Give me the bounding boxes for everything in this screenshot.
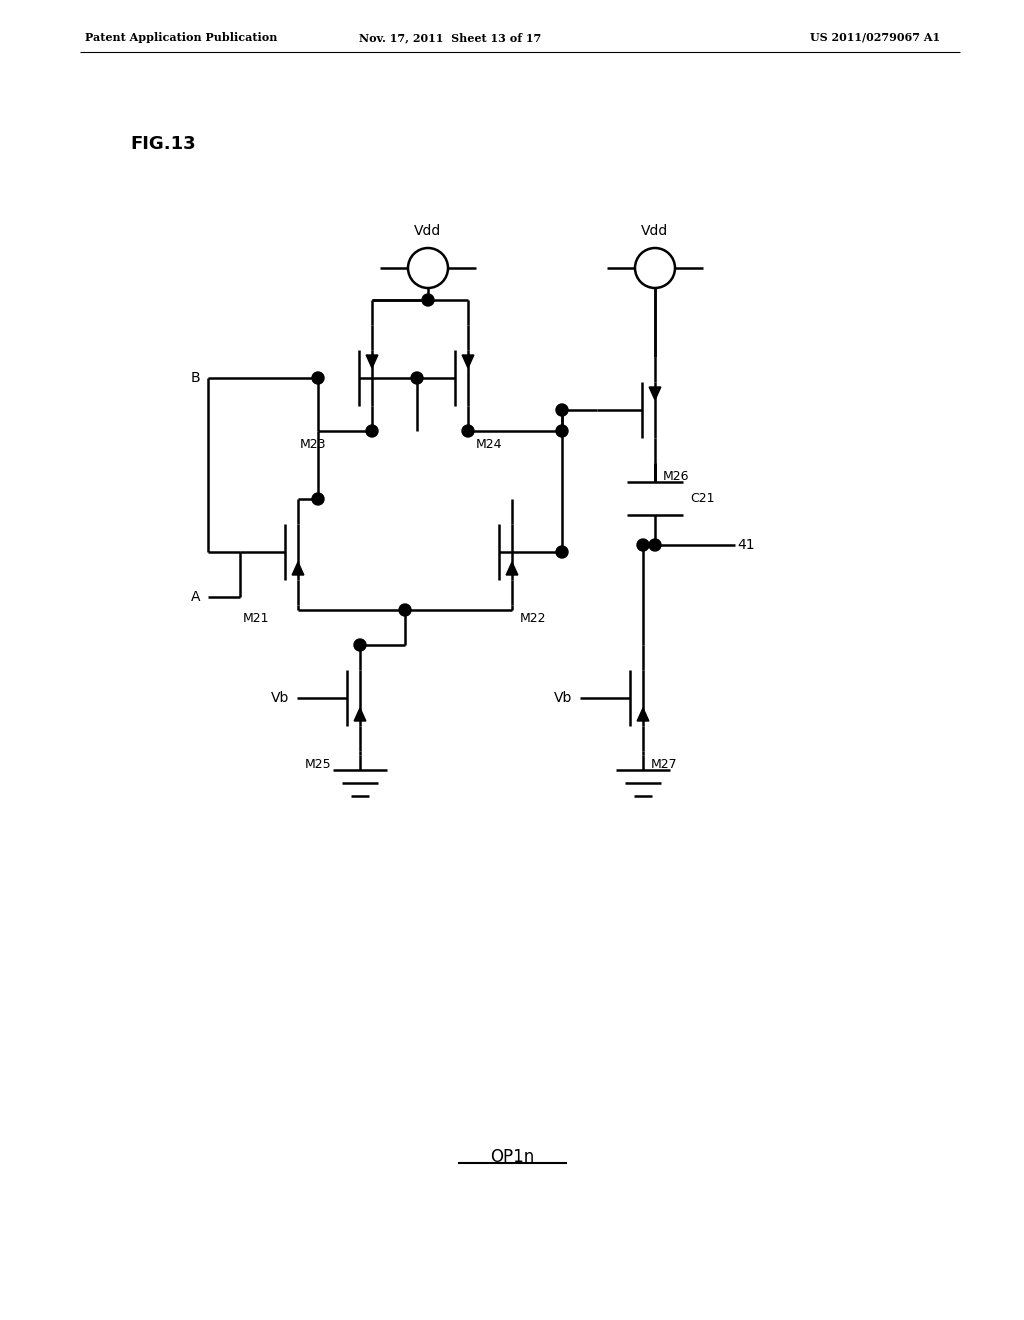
Polygon shape (649, 387, 660, 400)
Circle shape (366, 425, 378, 437)
Polygon shape (462, 355, 474, 368)
Text: A: A (190, 590, 200, 605)
Text: C21: C21 (690, 492, 715, 506)
Circle shape (556, 546, 568, 558)
Circle shape (422, 294, 434, 306)
Text: US 2011/0279067 A1: US 2011/0279067 A1 (810, 32, 940, 44)
Polygon shape (506, 562, 518, 576)
Circle shape (408, 248, 449, 288)
Text: FIG.13: FIG.13 (130, 135, 196, 153)
Text: M23: M23 (300, 438, 327, 451)
Text: M27: M27 (651, 758, 678, 771)
Text: Vb: Vb (270, 690, 289, 705)
Circle shape (312, 372, 324, 384)
Circle shape (635, 248, 675, 288)
Text: M26: M26 (663, 470, 689, 483)
Text: Patent Application Publication: Patent Application Publication (85, 32, 278, 44)
Text: 41: 41 (737, 539, 755, 552)
Text: Vdd: Vdd (415, 224, 441, 238)
Text: B: B (190, 371, 200, 385)
Polygon shape (292, 562, 304, 576)
Polygon shape (367, 355, 378, 368)
Polygon shape (354, 708, 366, 721)
Circle shape (462, 425, 474, 437)
Circle shape (312, 492, 324, 506)
Text: Nov. 17, 2011  Sheet 13 of 17: Nov. 17, 2011 Sheet 13 of 17 (358, 32, 541, 44)
Text: Vdd: Vdd (641, 224, 669, 238)
Text: M21: M21 (243, 612, 269, 624)
Circle shape (354, 639, 366, 651)
Text: OP1n: OP1n (489, 1148, 535, 1166)
Circle shape (637, 539, 649, 550)
Text: M25: M25 (305, 758, 332, 771)
Circle shape (411, 372, 423, 384)
Text: M22: M22 (520, 612, 547, 624)
Text: Vb: Vb (554, 690, 572, 705)
Circle shape (649, 539, 662, 550)
Text: M24: M24 (476, 438, 503, 451)
Polygon shape (637, 708, 649, 721)
Circle shape (399, 605, 411, 616)
Circle shape (556, 425, 568, 437)
Circle shape (556, 404, 568, 416)
